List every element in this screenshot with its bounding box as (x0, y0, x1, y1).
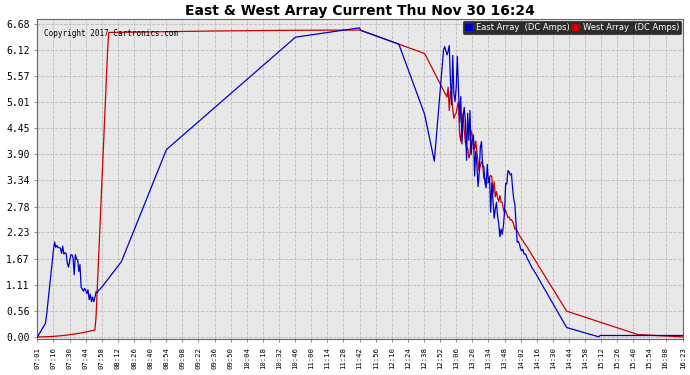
Legend: East Array  (DC Amps), West Array  (DC Amps): East Array (DC Amps), West Array (DC Amp… (463, 21, 681, 34)
Title: East & West Array Current Thu Nov 30 16:24: East & West Array Current Thu Nov 30 16:… (185, 4, 535, 18)
Text: Copyright 2017 Cartronics.com: Copyright 2017 Cartronics.com (44, 29, 178, 38)
